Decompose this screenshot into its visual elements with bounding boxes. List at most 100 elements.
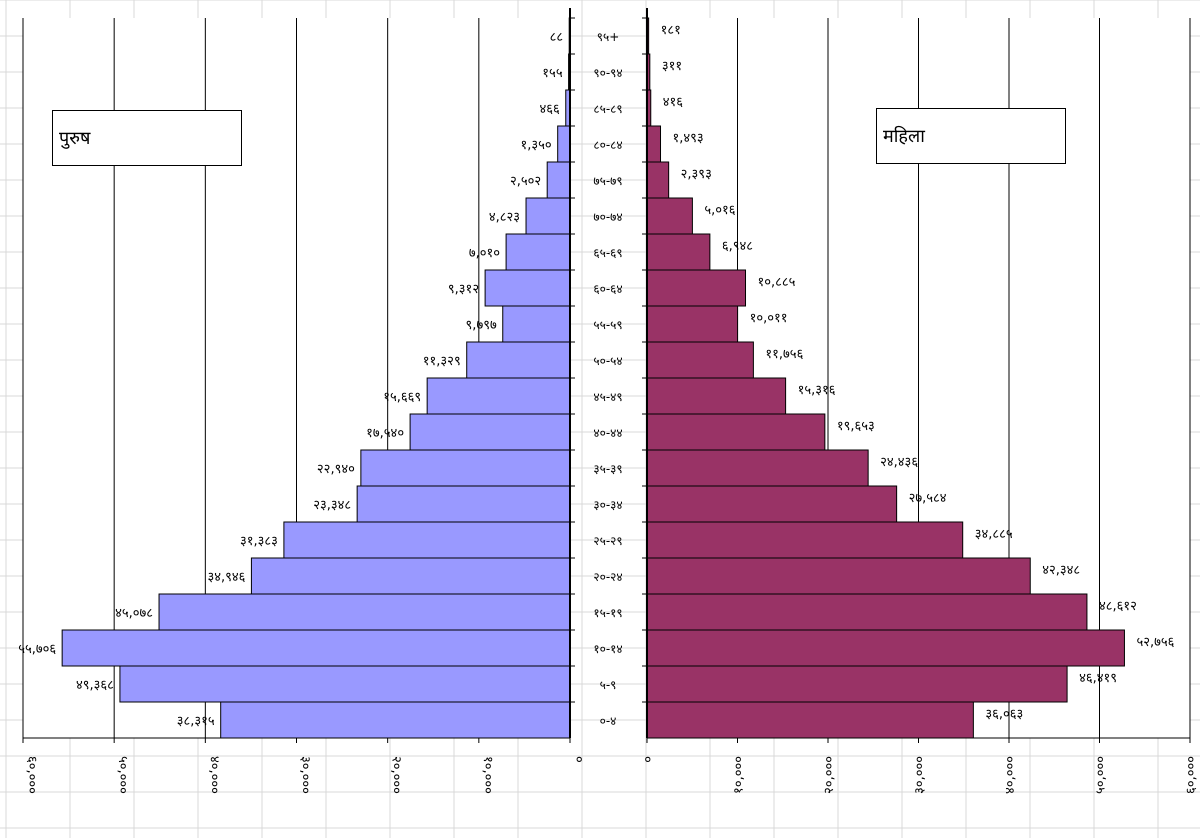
age-group-label-2: १०-१४ — [593, 642, 622, 656]
bar-female-13 — [646, 233, 711, 271]
label-male-15: २,५०२ — [510, 174, 541, 189]
bar-male-7 — [360, 449, 571, 487]
label-female-19: १८१ — [661, 23, 681, 38]
bar-male-16 — [557, 125, 571, 163]
bar-female-16 — [646, 125, 662, 163]
label-female-7: २४,४३६ — [880, 455, 918, 470]
x-tick-label-right-5: ५०,००० — [1094, 756, 1109, 794]
age-group-label-10: ५०-५४ — [593, 354, 622, 368]
label-female-13: ६,९४८ — [722, 239, 753, 254]
age-group-label-1: ५-९ — [600, 678, 617, 692]
x-tick-label-left-1: १०,००० — [480, 756, 495, 794]
label-male-8: १७,५४० — [366, 426, 404, 441]
bar-female-8 — [646, 413, 826, 451]
bar-male-1 — [119, 665, 571, 703]
label-male-2: ५५,७०६ — [18, 642, 56, 657]
legend-female-label: महिला — [883, 126, 925, 147]
label-male-1: ४९,३६८ — [76, 678, 114, 693]
label-female-17: ४१६ — [663, 95, 684, 110]
age-group-label-3: १५-१९ — [593, 606, 622, 620]
x-tick-label-left-5: ५०,००० — [115, 756, 130, 794]
x-tick-label-left-4: ४०,००० — [206, 756, 221, 794]
bar-female-7 — [646, 449, 869, 487]
label-female-16: १,४९३ — [673, 131, 704, 146]
age-group-label-17: ८५-८९ — [593, 102, 622, 116]
label-male-3: ४५,०७८ — [115, 606, 153, 621]
label-male-13: ७,०१० — [469, 246, 500, 261]
x-tick-label-right-1: १०,००० — [732, 756, 747, 794]
legend-male-label: पुरुष — [59, 128, 91, 149]
label-female-4: ४२,३४८ — [1042, 563, 1080, 578]
bar-male-9 — [426, 377, 571, 415]
x-tick-label-right-3: ३०,००० — [913, 756, 928, 794]
label-female-8: १९,६५३ — [837, 419, 875, 434]
x-tick-label-left-6: ६०,००० — [24, 756, 39, 794]
label-female-14: ५,०१६ — [704, 203, 735, 218]
bar-female-5 — [646, 521, 964, 559]
label-female-11: १०,०११ — [750, 311, 788, 326]
label-female-3: ४८,६१२ — [1099, 599, 1137, 614]
age-group-label-13: ६५-६९ — [593, 246, 622, 260]
bar-male-4 — [250, 557, 571, 595]
bar-female-2 — [646, 629, 1125, 667]
age-group-label-7: ३५-३९ — [593, 462, 622, 476]
bar-male-6 — [356, 485, 571, 523]
bar-female-9 — [646, 377, 787, 415]
bar-male-14 — [525, 197, 571, 235]
label-male-0: ३८,३१५ — [177, 714, 215, 729]
bar-female-6 — [646, 485, 898, 523]
age-group-label-19: ९५+ — [597, 30, 620, 44]
bar-male-2 — [61, 629, 571, 667]
label-male-17: ४६६ — [539, 102, 560, 117]
x-tick-label-right-0: ० — [641, 756, 656, 763]
age-group-label-14: ७०-७४ — [593, 210, 622, 224]
bar-male-8 — [409, 413, 571, 451]
bar-male-10 — [466, 341, 571, 379]
age-group-label-5: २५-२९ — [593, 534, 622, 548]
age-group-label-16: ८०-८४ — [593, 138, 622, 152]
age-group-label-4: २०-२४ — [593, 570, 622, 584]
age-group-label-18: ९०-९४ — [593, 66, 622, 80]
x-tick-label-left-0: ० — [571, 756, 586, 763]
bar-female-3 — [646, 593, 1088, 631]
bar-male-3 — [158, 593, 571, 631]
legend-male: पुरुष — [52, 110, 242, 166]
label-female-2: ५२,७५६ — [1136, 635, 1174, 650]
label-female-1: ४६,४१९ — [1079, 671, 1117, 686]
bar-female-4 — [646, 557, 1031, 595]
bar-male-15 — [546, 161, 571, 199]
age-group-label-9: ४५-४९ — [593, 390, 622, 404]
age-group-label-0: ०-४ — [600, 714, 617, 728]
label-female-9: १५,३१६ — [798, 383, 836, 398]
legend-female: महिला — [876, 108, 1066, 164]
label-female-10: ११,७५६ — [765, 347, 803, 362]
age-group-label-8: ४०-४४ — [593, 426, 622, 440]
label-male-10: ११,३२९ — [423, 354, 461, 369]
age-group-label-15: ७५-७९ — [593, 174, 622, 188]
x-tick-label-left-2: २०,००० — [389, 756, 404, 794]
label-female-12: १०,८८५ — [758, 275, 796, 290]
label-female-18: ३११ — [662, 59, 682, 74]
label-male-12: ९,३१२ — [448, 282, 479, 297]
label-male-7: २२,९४० — [317, 462, 355, 477]
bar-female-11 — [646, 305, 739, 343]
bar-male-11 — [502, 305, 571, 343]
label-male-19: ८८ — [550, 30, 564, 45]
label-female-15: २,३९३ — [681, 167, 712, 182]
x-tick-label-right-4: ४०,००० — [1003, 756, 1018, 794]
label-male-18: १५५ — [542, 66, 563, 81]
label-male-6: २३,३४८ — [313, 498, 351, 513]
bar-male-5 — [283, 521, 571, 559]
label-female-5: ३४,८८५ — [975, 527, 1013, 542]
bar-male-12 — [484, 269, 571, 307]
bar-female-14 — [646, 197, 693, 235]
bar-male-0 — [220, 701, 571, 739]
bar-female-10 — [646, 341, 754, 379]
label-female-0: ३६,०६३ — [985, 707, 1023, 722]
bar-female-15 — [646, 161, 670, 199]
age-group-label-6: ३०-३४ — [593, 498, 622, 512]
bar-female-1 — [646, 665, 1068, 703]
x-tick-label-left-3: ३०,००० — [298, 756, 313, 794]
age-group-label-11: ५५-५९ — [593, 318, 622, 332]
x-tick-label-right-2: २०,००० — [822, 756, 837, 794]
